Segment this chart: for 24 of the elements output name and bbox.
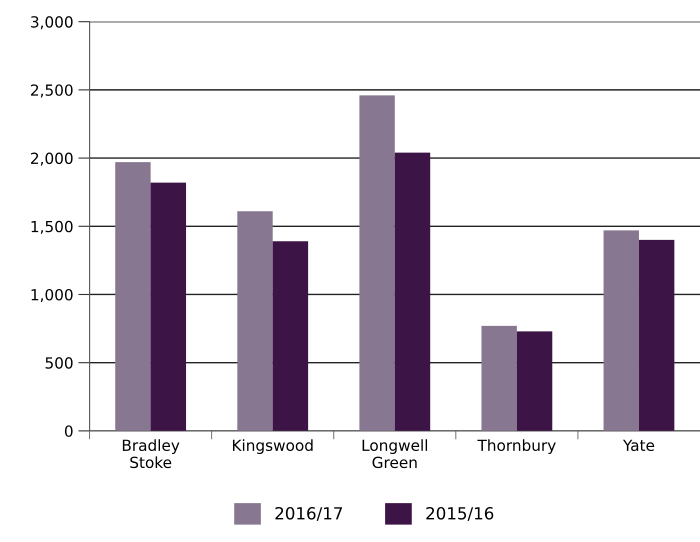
legend-label: 2015/16	[426, 506, 494, 521]
x-tick-label: Yate	[622, 440, 654, 452]
y-tick-label: 2,500	[31, 84, 73, 98]
y-tick-label: 2,000	[31, 152, 73, 166]
x-tick-label: Bradley Stoke	[122, 439, 180, 468]
bar	[481, 326, 517, 431]
y-tick-label: 0	[64, 425, 73, 437]
x-tick-label: Kingswood	[232, 439, 313, 454]
x-tick-label: Thornbury	[477, 439, 556, 454]
legend-label: 2016/17	[275, 506, 342, 521]
bar	[604, 230, 639, 431]
y-tick-label: 1,500	[32, 220, 73, 234]
x-tick-label: Longwell Green	[362, 439, 428, 468]
bar	[638, 240, 674, 431]
bar	[359, 95, 395, 431]
y-tick-label: 3,000	[31, 16, 73, 30]
bar	[237, 211, 273, 431]
bar	[150, 182, 186, 431]
bar	[516, 331, 552, 431]
bar	[115, 162, 151, 431]
bar	[394, 152, 430, 431]
y-tick-label: 1,000	[32, 288, 73, 302]
y-tick-label: 500	[46, 357, 73, 369]
bar	[272, 241, 308, 431]
